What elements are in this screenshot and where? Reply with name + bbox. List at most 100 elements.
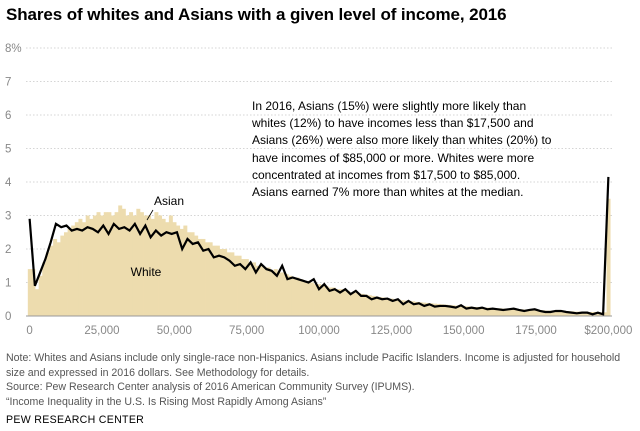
bar-white xyxy=(447,304,452,316)
bar-white xyxy=(313,284,318,316)
source-text: Source: Pew Research Center analysis of … xyxy=(6,381,415,394)
bar-white xyxy=(212,245,217,316)
bar-white xyxy=(45,252,50,316)
y-tick-label: 6 xyxy=(5,110,11,122)
bar-white xyxy=(100,215,105,316)
bar-white xyxy=(563,311,568,316)
bar-white xyxy=(291,277,296,316)
bar-white xyxy=(328,287,333,316)
bar-white xyxy=(512,308,517,316)
bar-white xyxy=(118,205,123,316)
white-bars xyxy=(27,198,611,317)
income-distribution-chart: 0 1 2 3 4 5 6 7 8% 0 25,000 50,000 75,000 100,000 125,… xyxy=(5,43,632,337)
bar-white xyxy=(476,306,481,316)
bar-white xyxy=(183,225,188,316)
bar-white xyxy=(168,215,173,316)
bar-white xyxy=(320,285,325,316)
bar-white xyxy=(436,303,441,316)
bar-white xyxy=(223,249,228,316)
bar-white xyxy=(602,312,607,316)
bar-white xyxy=(516,309,521,316)
bar-white xyxy=(367,295,372,316)
bar-white xyxy=(270,270,275,316)
bar-white xyxy=(89,218,94,316)
bar-white xyxy=(201,238,206,316)
bar-white xyxy=(342,290,347,317)
bar-white xyxy=(508,308,513,316)
bar-white xyxy=(284,274,289,317)
bar-white xyxy=(382,297,387,316)
bar-white xyxy=(404,300,408,316)
x-tick-label: 175,000 xyxy=(515,325,557,337)
bar-white xyxy=(295,277,300,316)
bar-white xyxy=(443,304,448,316)
bar-white xyxy=(277,272,282,316)
bar-white xyxy=(132,215,137,316)
bar-white xyxy=(63,232,68,316)
bar-white xyxy=(237,255,242,316)
bar-white xyxy=(584,311,589,316)
bar-white xyxy=(458,305,463,316)
bar-white xyxy=(281,272,285,316)
bar-white xyxy=(147,215,152,316)
bar-white xyxy=(552,310,557,316)
bar-white xyxy=(595,312,600,316)
series-label-white: White xyxy=(131,265,162,279)
bar-white xyxy=(111,215,115,316)
bar-white xyxy=(469,306,474,316)
bar-white xyxy=(581,311,586,316)
bar-white xyxy=(432,303,437,316)
x-tick-label: 0 xyxy=(26,325,32,337)
bar-white xyxy=(107,212,112,316)
bar-white xyxy=(338,289,343,316)
bar-white xyxy=(82,222,87,316)
line-asian xyxy=(28,176,610,316)
bar-white xyxy=(389,298,394,316)
y-tick-label: 8% xyxy=(5,43,22,55)
bar-white xyxy=(136,208,141,316)
bar-white xyxy=(219,249,224,316)
bar-white xyxy=(487,307,492,317)
bar-white xyxy=(248,262,253,316)
note-text: Note: Whites and Asians include only sin… xyxy=(6,352,621,379)
bar-white xyxy=(103,212,108,316)
bar-white xyxy=(555,310,560,316)
bar-white xyxy=(566,311,571,316)
bar-white xyxy=(331,287,336,316)
bar-white xyxy=(233,255,238,316)
bar-white xyxy=(371,295,376,316)
y-tick-label: 2 xyxy=(5,244,11,256)
bar-white xyxy=(302,280,307,316)
bar-white xyxy=(150,218,155,316)
bar-white xyxy=(266,267,271,316)
bar-white xyxy=(378,297,383,316)
bar-white xyxy=(414,301,419,316)
bar-white xyxy=(56,242,61,316)
bar-white xyxy=(139,212,144,316)
bar-white xyxy=(526,309,531,316)
bar-white xyxy=(176,225,181,316)
bar-white xyxy=(161,218,166,316)
bar-white xyxy=(208,242,213,316)
bar-white xyxy=(407,300,412,316)
bar-white xyxy=(451,305,455,316)
bar-white xyxy=(67,228,72,316)
y-tick-label: 5 xyxy=(5,144,11,156)
bar-white xyxy=(215,245,220,316)
bar-white xyxy=(53,238,58,316)
bar-white xyxy=(393,299,398,316)
bar-white xyxy=(259,265,264,316)
bar-white xyxy=(85,215,90,316)
bar-white xyxy=(197,238,202,316)
bar-white xyxy=(494,308,499,316)
bar-white xyxy=(559,310,564,316)
bar-white xyxy=(606,198,611,316)
bar-white xyxy=(498,308,503,316)
bar-white xyxy=(317,284,322,316)
bar-white xyxy=(360,293,365,316)
bar-white xyxy=(129,212,134,316)
bar-white xyxy=(353,292,358,316)
bar-white xyxy=(92,215,97,316)
bar-white xyxy=(505,308,510,316)
bar-white xyxy=(548,310,553,316)
